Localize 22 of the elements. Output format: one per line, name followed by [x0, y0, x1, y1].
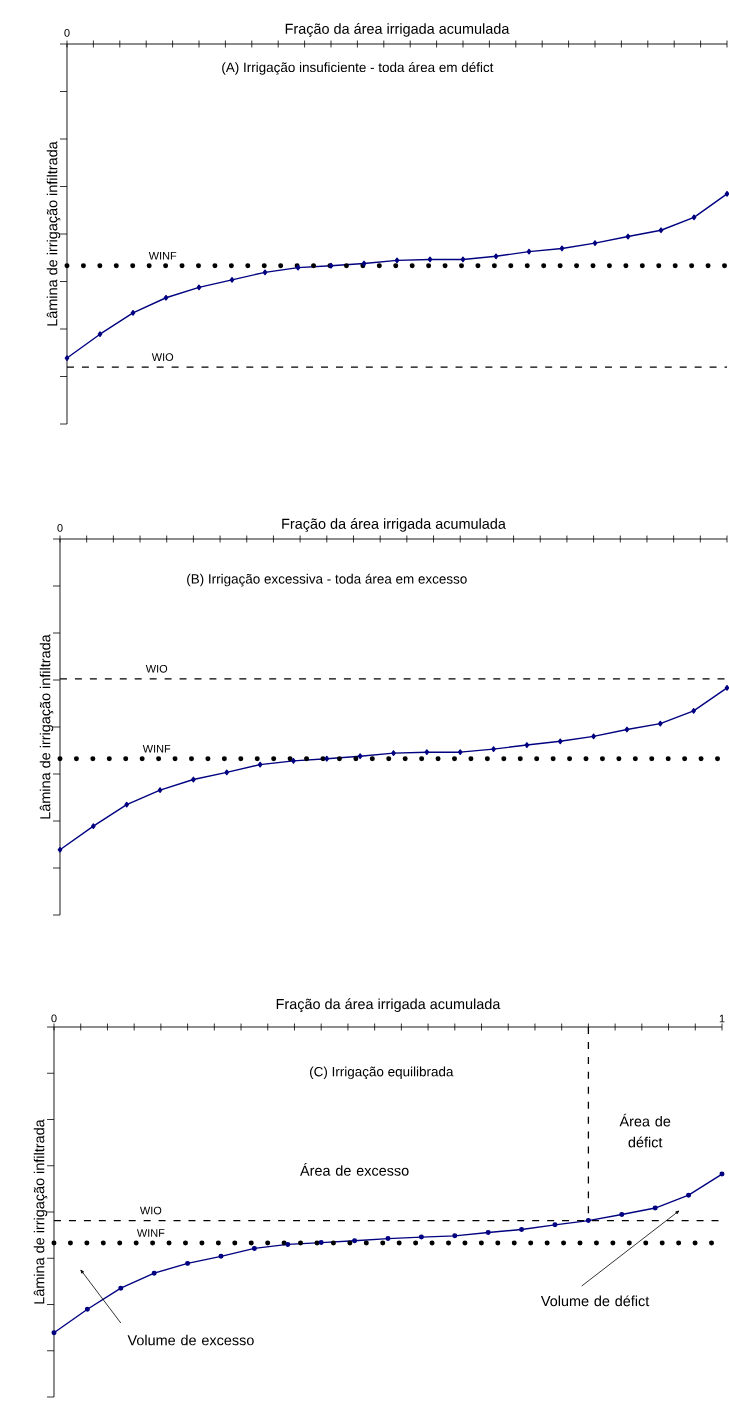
- text: 0: [57, 524, 63, 532]
- ref-line-label: WIO: [139, 1206, 162, 1215]
- x-axis-title: Fração da área irrigada acumulada: [282, 518, 506, 532]
- text: 0: [64, 29, 70, 37]
- y-axis-title: Lâmina de irrigação infiltrada: [39, 634, 54, 819]
- text: (B) Irrigação excessiva - toda área em excesso: [186, 573, 467, 587]
- y-axis-title: Lâmina de irrigação infiltrada: [33, 1119, 48, 1304]
- ref-line-label: WIO: [145, 664, 167, 673]
- annotation: Área de défict: [619, 1113, 670, 1148]
- ref-line-label: WINF: [142, 745, 171, 753]
- ref-line-label: WINF: [136, 1229, 165, 1237]
- ref-line-label: WIO: [151, 353, 173, 361]
- text: (A) Irrigação insuficiente - toda área em défict: [221, 62, 494, 75]
- x-axis-title: Fração da área irrigada acumulada: [276, 998, 501, 1013]
- y-axis-title: Lâmina de irrigação infiltrada: [46, 141, 61, 326]
- text: (C) Irrigação equilibrada: [309, 1066, 454, 1080]
- x-axis-title: Fração da área irrigada acumulada: [285, 23, 510, 37]
- annotation: Área de excesso: [299, 1163, 409, 1176]
- ref-line-label: WINF: [148, 252, 177, 260]
- text: Volume de excesso: [127, 1334, 254, 1346]
- x-tick-label: 1: [719, 1014, 725, 1023]
- annotation: Volume de défict: [540, 1295, 649, 1307]
